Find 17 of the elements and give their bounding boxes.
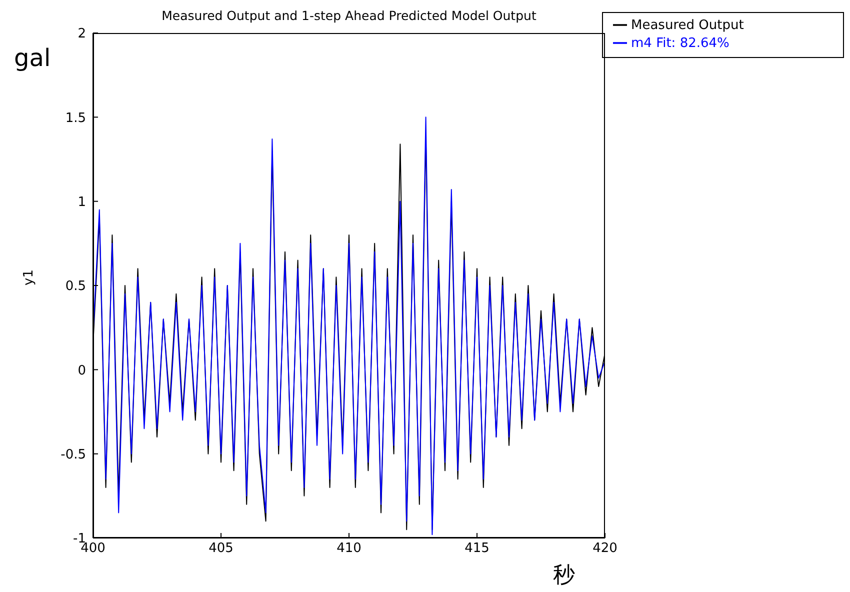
x-tick-label: 410 xyxy=(336,541,362,556)
legend-label: m4 Fit: 82.64% xyxy=(631,36,730,51)
text: gal xyxy=(14,44,51,72)
x-tick-label: 415 xyxy=(464,541,490,556)
y-tick-label: 0 xyxy=(78,363,86,378)
x-tick-label: 405 xyxy=(208,541,234,556)
y-axis-title: y1 xyxy=(22,270,37,286)
y-tick-label: -0.5 xyxy=(60,447,86,462)
text: 秒 xyxy=(553,562,575,590)
x-tick-label: 400 xyxy=(80,541,106,556)
y-tick-label: 1.5 xyxy=(65,110,86,126)
legend-label: Measured Output xyxy=(631,18,744,33)
chart-title: Measured Output and 1-step Ahead Predicted Model Output xyxy=(160,8,538,23)
x-tick-label: 420 xyxy=(592,541,618,556)
y-tick-label: 0.5 xyxy=(65,279,86,294)
y-tick-label: 1 xyxy=(78,194,86,210)
y-tick-label: 2 xyxy=(78,26,86,42)
